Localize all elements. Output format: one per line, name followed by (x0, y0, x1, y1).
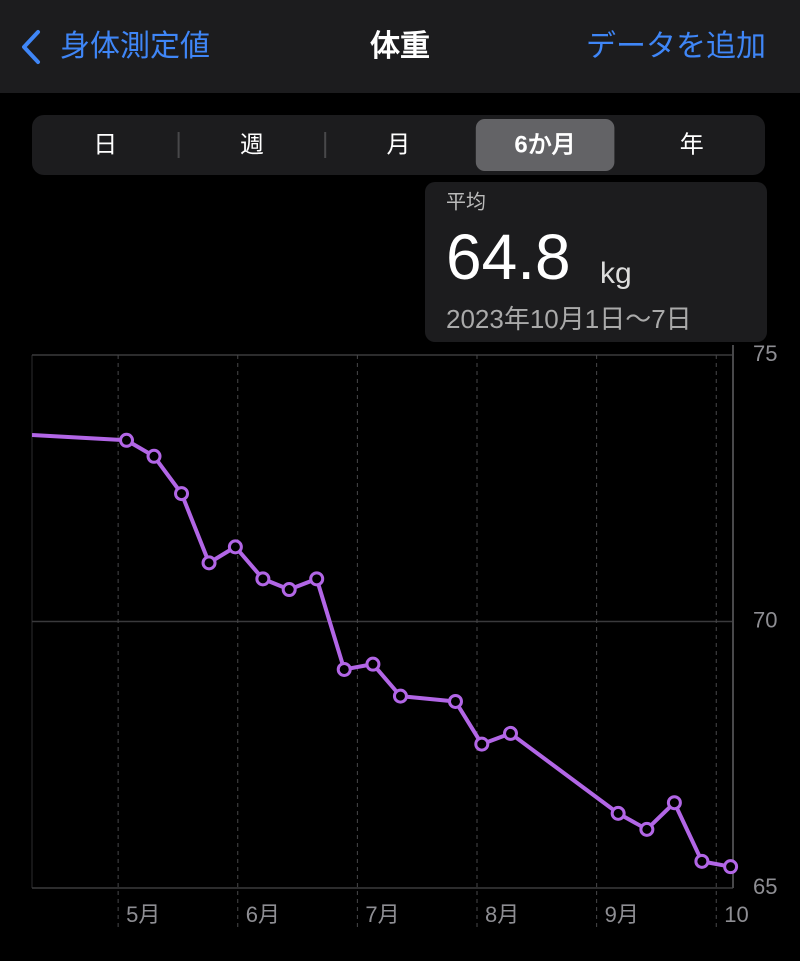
segment-selected-bg (475, 119, 615, 171)
chart: 65 70 75 5月 6月 7月 8月 9月 10 (31, 341, 777, 930)
nav-bar (0, 0, 800, 93)
data-point (502, 725, 518, 741)
summary-card (425, 182, 767, 342)
y-tick-label: 75 (753, 341, 777, 366)
x-tick-label: 8月 (485, 902, 519, 927)
x-tick-label: 9月 (605, 902, 639, 927)
data-point (227, 539, 243, 555)
summary-range: 2023年10月1日〜7日 (446, 304, 692, 334)
data-point (723, 859, 739, 875)
data-point (174, 486, 190, 502)
data-point (281, 582, 297, 598)
data-point (474, 736, 490, 752)
data-point (447, 693, 463, 709)
data-point (119, 432, 135, 448)
data-point (639, 821, 655, 837)
data-point (365, 656, 381, 672)
data-point (610, 805, 626, 821)
nav-title: 体重 (370, 30, 430, 63)
x-tick-label: 5月 (126, 902, 160, 927)
summary-label: 平均 (446, 190, 486, 213)
x-tick-label: 10 (724, 902, 748, 927)
segment[interactable]: 月 (387, 131, 411, 158)
back-chevron[interactable] (22, 30, 40, 64)
x-tick-label: 7月 (365, 902, 399, 927)
data-point (336, 661, 352, 677)
back-button[interactable]: 身体測定値 (60, 30, 210, 63)
segment[interactable]: 日 (93, 131, 117, 158)
segment[interactable]: 6か月 (514, 131, 575, 158)
weight-line (32, 432, 731, 869)
summary-unit: kg (600, 257, 632, 290)
segment[interactable]: 週 (240, 131, 264, 158)
data-point (146, 448, 162, 464)
data-point (255, 571, 271, 587)
data-point (392, 688, 408, 704)
add-data-button[interactable]: データを追加 (586, 30, 766, 63)
y-tick-label: 70 (753, 607, 777, 632)
segment[interactable]: 年 (680, 131, 704, 158)
data-point (694, 853, 710, 869)
summary-value: 64.8 (446, 221, 571, 293)
y-tick-label: 65 (753, 874, 777, 899)
x-tick-label: 6月 (246, 902, 280, 927)
data-point (666, 795, 682, 811)
series (32, 432, 739, 875)
data-point (309, 571, 325, 587)
data-point (201, 555, 217, 571)
